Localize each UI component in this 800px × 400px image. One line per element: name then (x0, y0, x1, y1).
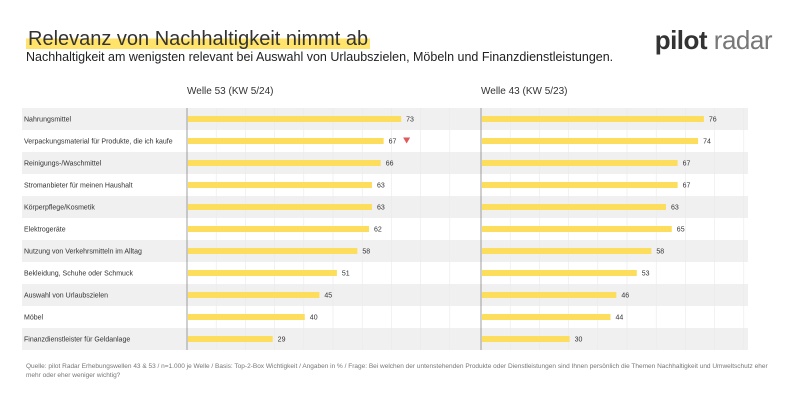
data-label: 73 (406, 117, 414, 124)
bar (188, 116, 402, 122)
category-label: Stromanbieter für meinen Haushalt (24, 183, 133, 190)
bar (482, 226, 672, 232)
category-label: Verpackungsmaterial für Produkte, die ic… (24, 139, 173, 146)
bar (188, 336, 273, 342)
data-label: 63 (377, 183, 385, 190)
bar (188, 182, 372, 188)
bar (482, 182, 678, 188)
row-stripe (22, 284, 748, 306)
bar (482, 336, 570, 342)
data-label: 66 (386, 161, 394, 168)
series-title-welle-43: Welle 43 (KW 5/23) (481, 86, 568, 97)
bar (482, 204, 666, 210)
data-label: 63 (377, 205, 385, 212)
category-label: Nahrungsmittel (24, 117, 72, 124)
bar (188, 270, 337, 276)
data-label: 63 (671, 205, 679, 212)
bar (482, 138, 699, 144)
data-label: 65 (677, 227, 685, 234)
category-label: Finanzdienstleister für Geldanlage (24, 337, 130, 344)
category-label: Bekleidung, Schuhe oder Schmuck (24, 271, 133, 278)
category-label: Reinigungs-/Waschmittel (24, 161, 102, 168)
data-label: 44 (615, 315, 623, 322)
bar (482, 248, 652, 254)
page-subtitle: Nachhaltigkeit am wenigsten relevant bei… (26, 50, 614, 64)
source-note: Quelle: pilot Radar Erhebungswellen 43 &… (26, 363, 768, 379)
category-label: Auswahl von Urlaubszielen (24, 293, 108, 300)
row-stripe (22, 240, 748, 262)
row-stripe (22, 152, 748, 174)
page-title: Relevanz von Nachhaltigkeit nimmt ab (26, 28, 371, 51)
bar (188, 248, 358, 254)
row-stripe (22, 328, 748, 350)
bar (482, 160, 678, 166)
data-label: 67 (683, 161, 691, 168)
bar (188, 204, 372, 210)
bar (482, 314, 611, 320)
data-label: 58 (362, 249, 370, 256)
data-label: 58 (656, 249, 664, 256)
bar (188, 314, 305, 320)
decrease-triangle-icon (403, 137, 411, 144)
bar (482, 270, 637, 276)
data-label: 45 (324, 293, 332, 300)
data-label: 62 (374, 227, 382, 234)
data-label: 74 (703, 139, 711, 146)
row-stripe (22, 196, 748, 218)
category-label: Möbel (24, 315, 44, 322)
data-label: 46 (621, 293, 629, 300)
data-label: 53 (642, 271, 650, 278)
data-label: 29 (278, 337, 286, 344)
data-label: 40 (310, 315, 318, 322)
data-label: 67 (683, 183, 691, 190)
category-label: Nutzung von Verkehrsmitteln im Alltag (24, 249, 142, 256)
bar (188, 226, 370, 232)
bar (188, 292, 320, 298)
logo: pilot radar (654, 25, 773, 55)
category-label: Körperpflege/Kosmetik (24, 205, 95, 212)
bar (482, 292, 617, 298)
bar (482, 116, 704, 122)
data-label: 51 (342, 271, 350, 278)
bar (188, 138, 384, 144)
bar (188, 160, 381, 166)
data-label: 67 (389, 139, 397, 146)
data-label: 30 (575, 337, 583, 344)
category-label: Elektrogeräte (24, 227, 66, 234)
data-label: 76 (709, 117, 717, 124)
series-title-welle-53: Welle 53 (KW 5/24) (187, 86, 274, 97)
